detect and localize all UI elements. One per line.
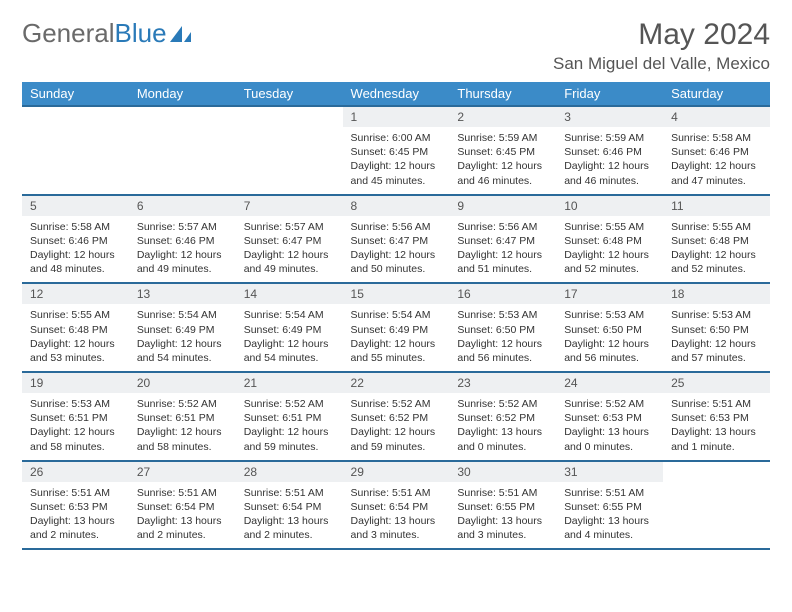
day-data-cell: Sunrise: 5:59 AMSunset: 6:45 PMDaylight:… <box>449 127 556 195</box>
day-data-cell: Sunrise: 5:55 AMSunset: 6:48 PMDaylight:… <box>663 216 770 284</box>
title-block: May 2024 San Miguel del Valle, Mexico <box>553 18 770 74</box>
day-number-cell: 26 <box>22 461 129 482</box>
day-number-cell: 18 <box>663 283 770 304</box>
day-data-cell <box>22 127 129 195</box>
logo-text-1: General <box>22 18 115 49</box>
day-number-cell: 6 <box>129 195 236 216</box>
day-number-cell: 13 <box>129 283 236 304</box>
day-data-cell: Sunrise: 5:52 AMSunset: 6:52 PMDaylight:… <box>449 393 556 461</box>
day-number-cell: 1 <box>343 106 450 127</box>
day-number-cell: 15 <box>343 283 450 304</box>
day-data-cell: Sunrise: 5:52 AMSunset: 6:53 PMDaylight:… <box>556 393 663 461</box>
day-data-cell <box>236 127 343 195</box>
day-number-cell: 12 <box>22 283 129 304</box>
day-number-cell <box>129 106 236 127</box>
logo: GeneralBlue <box>22 18 195 49</box>
day-number-cell: 11 <box>663 195 770 216</box>
day-number-cell: 27 <box>129 461 236 482</box>
weekday-header: Wednesday <box>343 82 450 106</box>
day-number-cell: 9 <box>449 195 556 216</box>
weekday-header: Sunday <box>22 82 129 106</box>
day-data-cell: Sunrise: 5:57 AMSunset: 6:47 PMDaylight:… <box>236 216 343 284</box>
day-data-cell: Sunrise: 5:51 AMSunset: 6:55 PMDaylight:… <box>556 482 663 550</box>
day-data-cell: Sunrise: 5:51 AMSunset: 6:54 PMDaylight:… <box>129 482 236 550</box>
day-data-cell: Sunrise: 5:58 AMSunset: 6:46 PMDaylight:… <box>663 127 770 195</box>
weekday-header: Tuesday <box>236 82 343 106</box>
day-number-cell <box>663 461 770 482</box>
day-number-cell: 23 <box>449 372 556 393</box>
day-number-cell: 17 <box>556 283 663 304</box>
day-data-cell: Sunrise: 5:56 AMSunset: 6:47 PMDaylight:… <box>449 216 556 284</box>
day-number-cell: 25 <box>663 372 770 393</box>
data-row: Sunrise: 5:53 AMSunset: 6:51 PMDaylight:… <box>22 393 770 461</box>
day-number-cell: 20 <box>129 372 236 393</box>
day-number-cell: 8 <box>343 195 450 216</box>
day-number-cell: 5 <box>22 195 129 216</box>
day-data-cell: Sunrise: 5:54 AMSunset: 6:49 PMDaylight:… <box>236 304 343 372</box>
weekday-header: Thursday <box>449 82 556 106</box>
day-data-cell: Sunrise: 5:53 AMSunset: 6:50 PMDaylight:… <box>556 304 663 372</box>
day-number-cell <box>236 106 343 127</box>
month-title: May 2024 <box>553 18 770 52</box>
day-data-cell: Sunrise: 5:51 AMSunset: 6:53 PMDaylight:… <box>663 393 770 461</box>
day-data-cell: Sunrise: 5:53 AMSunset: 6:51 PMDaylight:… <box>22 393 129 461</box>
header: GeneralBlue May 2024 San Miguel del Vall… <box>22 18 770 74</box>
day-data-cell: Sunrise: 5:51 AMSunset: 6:55 PMDaylight:… <box>449 482 556 550</box>
weekday-header: Monday <box>129 82 236 106</box>
daynum-row: 1234 <box>22 106 770 127</box>
day-data-cell <box>129 127 236 195</box>
data-row: Sunrise: 5:51 AMSunset: 6:53 PMDaylight:… <box>22 482 770 550</box>
day-data-cell: Sunrise: 5:53 AMSunset: 6:50 PMDaylight:… <box>663 304 770 372</box>
daynum-row: 262728293031 <box>22 461 770 482</box>
day-number-cell: 2 <box>449 106 556 127</box>
day-data-cell: Sunrise: 5:57 AMSunset: 6:46 PMDaylight:… <box>129 216 236 284</box>
day-data-cell: Sunrise: 6:00 AMSunset: 6:45 PMDaylight:… <box>343 127 450 195</box>
day-data-cell: Sunrise: 5:52 AMSunset: 6:51 PMDaylight:… <box>129 393 236 461</box>
day-number-cell: 30 <box>449 461 556 482</box>
day-number-cell: 14 <box>236 283 343 304</box>
daynum-row: 12131415161718 <box>22 283 770 304</box>
day-number-cell <box>22 106 129 127</box>
day-data-cell: Sunrise: 5:54 AMSunset: 6:49 PMDaylight:… <box>129 304 236 372</box>
day-data-cell: Sunrise: 5:55 AMSunset: 6:48 PMDaylight:… <box>556 216 663 284</box>
weekday-header: Saturday <box>663 82 770 106</box>
data-row: Sunrise: 5:55 AMSunset: 6:48 PMDaylight:… <box>22 304 770 372</box>
day-number-cell: 19 <box>22 372 129 393</box>
weekday-header: Friday <box>556 82 663 106</box>
day-number-cell: 22 <box>343 372 450 393</box>
day-number-cell: 10 <box>556 195 663 216</box>
day-data-cell: Sunrise: 5:54 AMSunset: 6:49 PMDaylight:… <box>343 304 450 372</box>
day-data-cell: Sunrise: 5:52 AMSunset: 6:51 PMDaylight:… <box>236 393 343 461</box>
daynum-row: 19202122232425 <box>22 372 770 393</box>
day-data-cell: Sunrise: 5:53 AMSunset: 6:50 PMDaylight:… <box>449 304 556 372</box>
day-data-cell: Sunrise: 5:52 AMSunset: 6:52 PMDaylight:… <box>343 393 450 461</box>
logo-sail-icon <box>169 24 195 44</box>
day-number-cell: 7 <box>236 195 343 216</box>
location: San Miguel del Valle, Mexico <box>553 54 770 74</box>
day-number-cell: 28 <box>236 461 343 482</box>
day-number-cell: 29 <box>343 461 450 482</box>
day-number-cell: 3 <box>556 106 663 127</box>
daynum-row: 567891011 <box>22 195 770 216</box>
calendar-table: Sunday Monday Tuesday Wednesday Thursday… <box>22 82 770 550</box>
data-row: Sunrise: 5:58 AMSunset: 6:46 PMDaylight:… <box>22 216 770 284</box>
day-number-cell: 31 <box>556 461 663 482</box>
day-data-cell <box>663 482 770 550</box>
day-data-cell: Sunrise: 5:56 AMSunset: 6:47 PMDaylight:… <box>343 216 450 284</box>
day-data-cell: Sunrise: 5:58 AMSunset: 6:46 PMDaylight:… <box>22 216 129 284</box>
day-data-cell: Sunrise: 5:59 AMSunset: 6:46 PMDaylight:… <box>556 127 663 195</box>
day-data-cell: Sunrise: 5:55 AMSunset: 6:48 PMDaylight:… <box>22 304 129 372</box>
day-data-cell: Sunrise: 5:51 AMSunset: 6:54 PMDaylight:… <box>236 482 343 550</box>
data-row: Sunrise: 6:00 AMSunset: 6:45 PMDaylight:… <box>22 127 770 195</box>
weekday-header-row: Sunday Monday Tuesday Wednesday Thursday… <box>22 82 770 106</box>
day-number-cell: 21 <box>236 372 343 393</box>
day-data-cell: Sunrise: 5:51 AMSunset: 6:54 PMDaylight:… <box>343 482 450 550</box>
day-number-cell: 16 <box>449 283 556 304</box>
day-number-cell: 4 <box>663 106 770 127</box>
day-number-cell: 24 <box>556 372 663 393</box>
logo-text-2: Blue <box>115 18 167 49</box>
day-data-cell: Sunrise: 5:51 AMSunset: 6:53 PMDaylight:… <box>22 482 129 550</box>
